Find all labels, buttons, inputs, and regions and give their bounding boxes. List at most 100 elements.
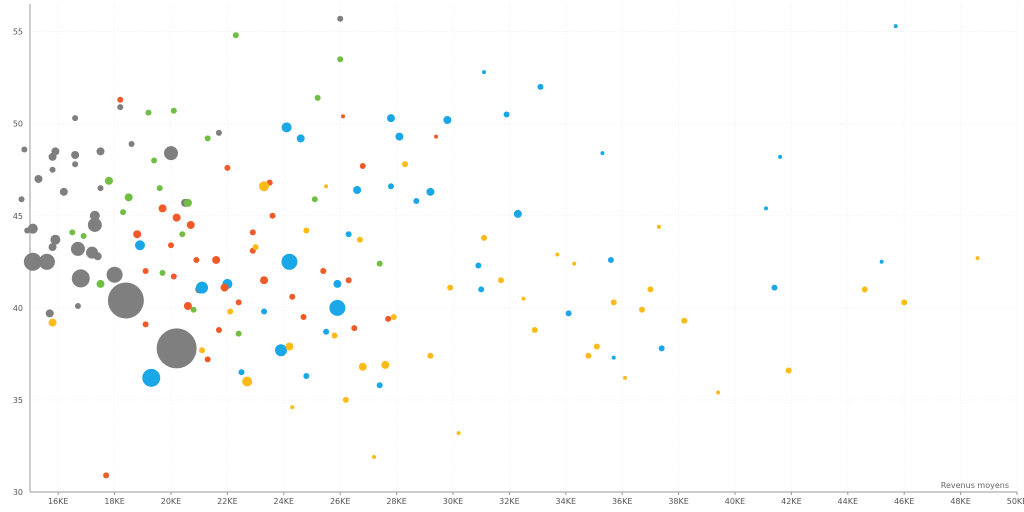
orange-bubble — [193, 256, 200, 263]
x-tick-label: 44KE — [838, 497, 858, 506]
green-bubble — [151, 157, 158, 164]
blue-bubble — [142, 368, 161, 387]
gray-bubble — [74, 303, 81, 310]
gray-bubble — [72, 161, 79, 168]
gray-bubble — [97, 185, 104, 192]
orange-bubble — [235, 299, 242, 306]
blue-bubble — [413, 198, 420, 205]
yellow-bubble — [861, 286, 868, 293]
blue-bubble — [281, 122, 292, 133]
gray-bubble — [48, 243, 57, 252]
x-tick-label: 22KE — [217, 497, 237, 506]
green-bubble — [124, 193, 133, 202]
yellow-bubble — [785, 367, 792, 374]
yellow-bubble — [610, 299, 617, 306]
orange-bubble — [142, 268, 149, 275]
blue-bubble — [261, 308, 268, 315]
x-tick-label: 28KE — [386, 497, 406, 506]
orange-bubble — [168, 242, 174, 249]
orange-bubble — [186, 220, 195, 229]
yellow-bubble — [252, 244, 259, 251]
gray-series — [18, 15, 344, 369]
x-tick-label: 30KE — [443, 497, 463, 506]
gray-bubble — [59, 187, 68, 196]
blue-bubble — [387, 183, 394, 190]
blue-bubble — [333, 279, 342, 288]
x-tick-label: 34KE — [556, 497, 576, 506]
green-bubble — [179, 231, 186, 238]
blue-bubble — [513, 209, 522, 218]
gray-bubble — [93, 252, 102, 261]
blue-bubble — [196, 281, 209, 294]
blue-bubble — [565, 310, 572, 317]
gray-bubble — [128, 140, 135, 147]
blue-bubble — [475, 262, 482, 269]
orange-bubble — [117, 96, 124, 103]
green-series — [69, 32, 383, 337]
gray-bubble — [156, 328, 197, 369]
blue-bubble — [503, 111, 510, 118]
blue-bubble — [323, 328, 330, 335]
gray-bubble — [70, 241, 85, 256]
green-bubble — [159, 269, 166, 276]
yellow-bubble — [324, 184, 329, 189]
yellow-bubble — [716, 390, 721, 395]
gray-bubble — [117, 104, 124, 111]
x-tick-label: 26KE — [330, 497, 350, 506]
blue-bubble — [238, 369, 245, 376]
blue-bubble — [771, 284, 778, 291]
green-bubble — [337, 56, 344, 63]
yellow-bubble — [427, 352, 434, 359]
yellow-bubble — [656, 224, 661, 229]
yellow-bubble — [290, 405, 295, 410]
yellow-bubble — [975, 256, 980, 261]
yellow-bubble — [381, 360, 390, 369]
yellow-bubble — [901, 299, 908, 306]
blue-bubble — [303, 372, 310, 379]
blue-bubble — [658, 345, 665, 352]
blue-bubble — [443, 116, 452, 125]
blue-bubble — [482, 70, 487, 75]
yellow-bubble — [372, 455, 377, 460]
yellow-bubble — [647, 286, 654, 293]
yellow-bubble — [356, 236, 363, 243]
x-tick-label: 36KE — [612, 497, 632, 506]
yellow-bubble — [259, 181, 270, 192]
orange-bubble — [434, 134, 439, 139]
yellow-bubble — [342, 396, 349, 403]
orange-bubble — [351, 325, 358, 332]
orange-bubble — [103, 472, 110, 479]
y-tick-labels: 30 35 40 45 50 55 — [13, 28, 23, 497]
y-tick-label: 30 — [13, 488, 23, 497]
orange-bubble — [224, 164, 231, 171]
blue-bubble — [395, 132, 404, 141]
yellow-bubble — [572, 261, 577, 266]
orange-bubble — [212, 255, 221, 264]
blue-bubble — [281, 253, 298, 270]
blue-bubble — [600, 151, 605, 156]
orange-bubble — [215, 326, 222, 333]
gray-bubble — [49, 166, 56, 173]
green-bubble — [104, 176, 113, 185]
x-tick-label: 48KE — [950, 497, 970, 506]
yellow-bubble — [593, 343, 600, 350]
orange-bubble — [249, 229, 256, 236]
green-bubble — [80, 233, 87, 240]
gray-bubble — [215, 129, 222, 136]
green-bubble — [314, 94, 321, 101]
yellow-bubble — [555, 252, 560, 257]
gray-bubble — [45, 309, 54, 318]
x-tick-label: 18KE — [104, 497, 124, 506]
blue-bubble — [607, 256, 614, 263]
blue-bubble — [376, 382, 383, 389]
green-bubble — [190, 306, 197, 313]
x-tick-label: 38KE — [668, 497, 688, 506]
yellow-bubble — [497, 277, 504, 284]
x-tick-label: 40KE — [725, 497, 745, 506]
orange-series — [103, 96, 439, 479]
yellow-bubble — [481, 234, 488, 241]
blue-bubble — [134, 240, 145, 251]
blue-bubble — [879, 259, 884, 264]
orange-bubble — [341, 114, 346, 119]
green-bubble — [204, 135, 211, 142]
